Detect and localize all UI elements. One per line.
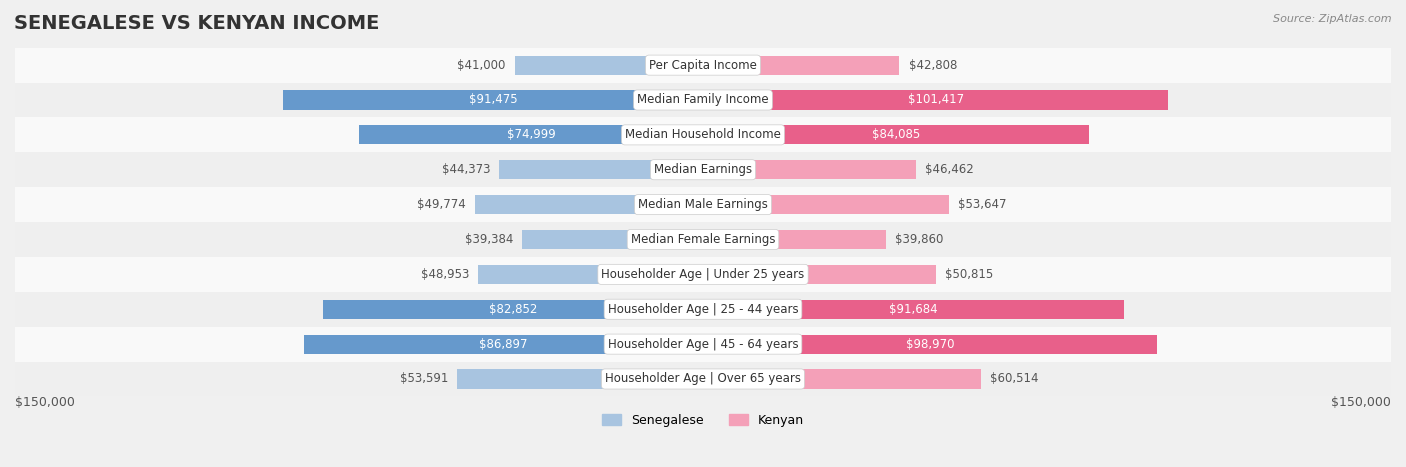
Text: $60,514: $60,514 [990,373,1038,385]
Bar [478,265,703,284]
Bar [703,125,1088,144]
Text: $53,647: $53,647 [959,198,1007,211]
Text: $74,999: $74,999 [506,128,555,142]
Bar [703,300,1123,319]
Text: $150,000: $150,000 [1331,396,1391,410]
Bar [523,230,703,249]
Text: $91,684: $91,684 [889,303,938,316]
Text: $42,808: $42,808 [908,59,957,71]
Bar [323,300,703,319]
Bar [15,152,1391,187]
Text: $46,462: $46,462 [925,163,974,176]
Text: $86,897: $86,897 [479,338,529,351]
Bar [15,117,1391,152]
Bar [15,83,1391,117]
Text: $44,373: $44,373 [441,163,491,176]
Bar [703,91,1168,110]
Legend: Senegalese, Kenyan: Senegalese, Kenyan [598,409,808,432]
Bar [15,361,1391,396]
Text: Median Family Income: Median Family Income [637,93,769,106]
Text: Median Household Income: Median Household Income [626,128,780,142]
Bar [284,91,703,110]
Bar [703,334,1157,354]
Bar [703,230,886,249]
Text: $82,852: $82,852 [489,303,537,316]
Text: $98,970: $98,970 [905,338,955,351]
Bar [703,195,949,214]
Bar [475,195,703,214]
Text: Householder Age | 25 - 44 years: Householder Age | 25 - 44 years [607,303,799,316]
Bar [457,369,703,389]
Bar [305,334,703,354]
Text: Householder Age | Over 65 years: Householder Age | Over 65 years [605,373,801,385]
Text: $84,085: $84,085 [872,128,920,142]
Bar [703,160,917,179]
Bar [15,292,1391,327]
Bar [15,327,1391,361]
Bar [499,160,703,179]
Text: Householder Age | Under 25 years: Householder Age | Under 25 years [602,268,804,281]
Bar [515,56,703,75]
Bar [359,125,703,144]
Text: $41,000: $41,000 [457,59,506,71]
Text: Median Male Earnings: Median Male Earnings [638,198,768,211]
Text: $101,417: $101,417 [907,93,963,106]
Text: SENEGALESE VS KENYAN INCOME: SENEGALESE VS KENYAN INCOME [14,14,380,33]
Text: $50,815: $50,815 [945,268,994,281]
Text: $39,384: $39,384 [465,233,513,246]
Text: $150,000: $150,000 [15,396,75,410]
Bar [703,369,980,389]
Text: $48,953: $48,953 [420,268,470,281]
Text: $39,860: $39,860 [896,233,943,246]
Text: Householder Age | 45 - 64 years: Householder Age | 45 - 64 years [607,338,799,351]
Bar [703,56,900,75]
Text: $53,591: $53,591 [399,373,449,385]
Bar [15,222,1391,257]
Text: Median Female Earnings: Median Female Earnings [631,233,775,246]
Bar [703,265,936,284]
Text: Source: ZipAtlas.com: Source: ZipAtlas.com [1274,14,1392,24]
Bar [15,187,1391,222]
Text: $49,774: $49,774 [416,198,465,211]
Bar [15,257,1391,292]
Text: Per Capita Income: Per Capita Income [650,59,756,71]
Text: Median Earnings: Median Earnings [654,163,752,176]
Bar [15,48,1391,83]
Text: $91,475: $91,475 [470,93,517,106]
